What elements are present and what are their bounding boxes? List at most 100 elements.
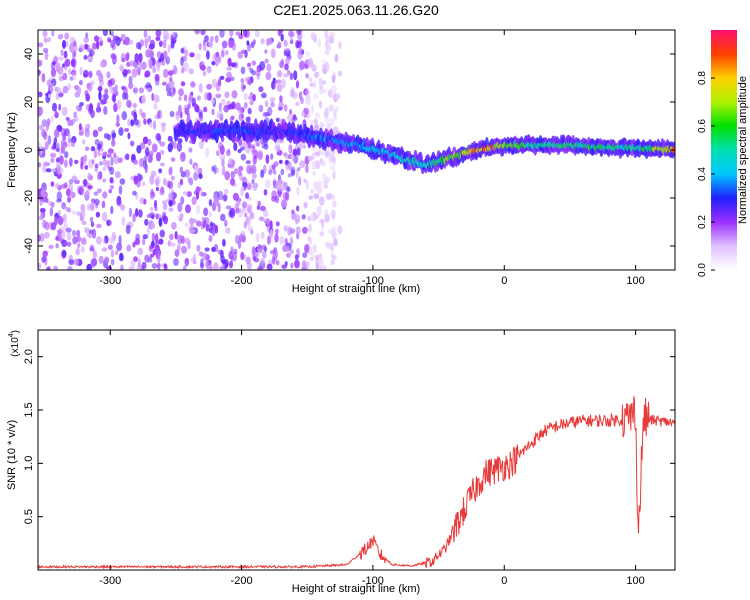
spectrogram-noise-cell <box>178 95 182 101</box>
spectrogram-noise-cell <box>257 248 263 254</box>
spectrogram-noise-cell <box>90 146 96 152</box>
spectrogram-noise-cell <box>75 247 80 256</box>
x-tick-label: -300 <box>99 575 121 587</box>
spectrogram-noise-cell <box>296 30 302 35</box>
spectrogram-noise-cell <box>253 182 257 187</box>
colorbar: 0.0 0.2 0.4 0.6 0.8 Normalized spectral ampl… <box>697 30 749 277</box>
spectrogram-noise-cell <box>296 147 301 156</box>
spectrogram-noise-cell <box>176 142 183 152</box>
spectrogram-noise-cell <box>48 84 53 94</box>
spectrogram-noise-cell <box>139 174 144 181</box>
spectrogram-noise-cell <box>332 156 336 165</box>
spectrogram-noise-cell <box>325 39 329 50</box>
spectrogram-noise-cell <box>72 229 77 237</box>
spectrogram-noise-cell <box>321 67 327 74</box>
spectrogram-noise-cell <box>183 62 189 72</box>
spectrogram-noise-cell <box>168 167 173 175</box>
spectrogram-noise-cell <box>149 253 155 258</box>
spectrogram-noise-cell <box>330 242 334 252</box>
spectrogram-noise-cell <box>211 78 217 88</box>
spectrogram-noise-cell <box>193 165 199 172</box>
spectrogram-noise-cell <box>42 30 48 38</box>
spectrogram-noise-cell <box>154 245 161 252</box>
spectrogram-noise-cell <box>196 204 201 215</box>
spectrogram-noise-cell <box>302 144 306 149</box>
spectrogram-noise-cell <box>180 56 184 67</box>
spectrogram-noise-cell <box>87 56 93 61</box>
spectrogram-noise-cell <box>334 53 339 63</box>
spectrogram-noise-cell <box>328 156 333 164</box>
spectrogram-noise-cell <box>39 212 43 219</box>
spectrogram-y-label: Frequency (Hz) <box>6 112 18 188</box>
spectrogram-noise-cell <box>240 82 245 92</box>
spectrogram-noise-cell <box>90 80 95 85</box>
spectrogram-noise-cell <box>330 84 337 94</box>
spectrogram-noise-cell <box>132 241 136 248</box>
spectrogram-noise-cell <box>189 158 193 165</box>
spectrogram-noise-cell <box>281 264 288 269</box>
x-tick-label: -200 <box>231 575 253 587</box>
spectrogram-noise-cell <box>331 194 335 200</box>
y-tick-label: -20 <box>23 190 35 206</box>
snr-x-ticks: -300 -200 -100 0 100 <box>99 330 645 587</box>
spectrogram-noise-cell <box>308 195 314 200</box>
spectrogram-noise-cell <box>245 116 250 123</box>
spectrogram-noise-cell <box>330 252 335 258</box>
spectrogram-noise-cell <box>84 127 90 138</box>
spectrogram-noise-cell <box>290 262 294 269</box>
spectrogram-noise-cell <box>160 186 165 194</box>
spectrogram-noise-cell <box>255 233 260 242</box>
spectrogram-noise-cell <box>75 235 82 243</box>
spectrogram-noise-cell <box>241 201 248 209</box>
spectrogram-noise-cell <box>115 36 121 47</box>
spectrogram-noise-cell <box>203 44 207 52</box>
spectrogram-noise-cell <box>94 163 99 169</box>
spectrogram-noise-cell <box>128 75 133 84</box>
spectrogram-noise-cell <box>138 210 142 216</box>
x-tick-label: 100 <box>626 275 644 287</box>
spectrogram-noise-cell <box>243 254 247 262</box>
spectrogram-noise-cell <box>142 181 146 187</box>
spectrogram-noise-cell <box>168 207 174 212</box>
spectrogram-noise-cell <box>268 169 273 176</box>
spectrogram-noise-cell <box>198 251 204 257</box>
spectrogram-noise-cell <box>206 50 210 60</box>
x-tick-label: -100 <box>362 275 384 287</box>
spectrogram-noise-cell <box>156 110 161 119</box>
spectrogram-noise-cell <box>226 71 232 79</box>
spectrogram-noise-cell <box>168 192 174 200</box>
spectrogram-noise-cell <box>151 222 156 230</box>
spectrogram-noise-cell <box>198 111 203 119</box>
spectrogram-noise-cell <box>83 37 89 43</box>
spectrogram-x-label: Height of straight line (km) <box>292 283 420 295</box>
spectrogram-noise-cell <box>280 181 287 191</box>
spectrogram-noise-cell <box>269 220 273 230</box>
spectrogram-noise-cell <box>240 146 245 151</box>
spectrogram-noise-cell <box>106 71 111 79</box>
spectrogram-noise-cell <box>235 197 242 203</box>
spectrogram-noise-cell <box>311 105 315 115</box>
spectrogram-noise-cell <box>206 262 212 270</box>
spectrogram-noise-cell <box>51 67 56 78</box>
spectrogram-noise-cell <box>96 236 102 245</box>
spectrogram-noise-cell <box>222 194 228 202</box>
spectrogram-noise-cell <box>262 111 269 118</box>
spectrogram-noise-cell <box>63 52 68 59</box>
spectrogram-noise-cell <box>200 64 206 71</box>
spectrogram-noise-cell <box>213 164 217 175</box>
spectrogram-noise-cell <box>84 146 90 151</box>
spectrogram-noise-cell <box>220 50 225 58</box>
spectrogram-noise-cell <box>38 142 41 148</box>
spectrogram-noise-cell <box>184 237 190 245</box>
spectrogram-noise-cell <box>80 237 87 245</box>
spectrogram-noise-cell <box>235 102 241 111</box>
spectrogram-noise-cell <box>102 93 109 101</box>
spectrogram-noise-cell <box>108 189 112 194</box>
spectrogram-noise-cell <box>206 83 213 90</box>
spectrogram-noise-cell <box>155 213 159 220</box>
spectrogram-noise-cell <box>160 122 167 127</box>
spectrogram-noise-cell <box>56 191 62 202</box>
spectrogram-noise-cell <box>47 36 52 43</box>
spectrogram-noise-cell <box>106 219 110 227</box>
spectrogram-noise-cell <box>163 203 168 211</box>
